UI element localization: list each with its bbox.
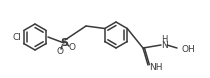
Text: O: O (68, 43, 76, 51)
Text: Cl: Cl (12, 33, 21, 41)
Text: NH: NH (149, 62, 163, 72)
Text: S: S (60, 38, 68, 48)
Text: H: H (161, 34, 167, 44)
Text: OH: OH (181, 45, 195, 55)
Text: N: N (161, 40, 167, 50)
Text: O: O (56, 48, 63, 56)
